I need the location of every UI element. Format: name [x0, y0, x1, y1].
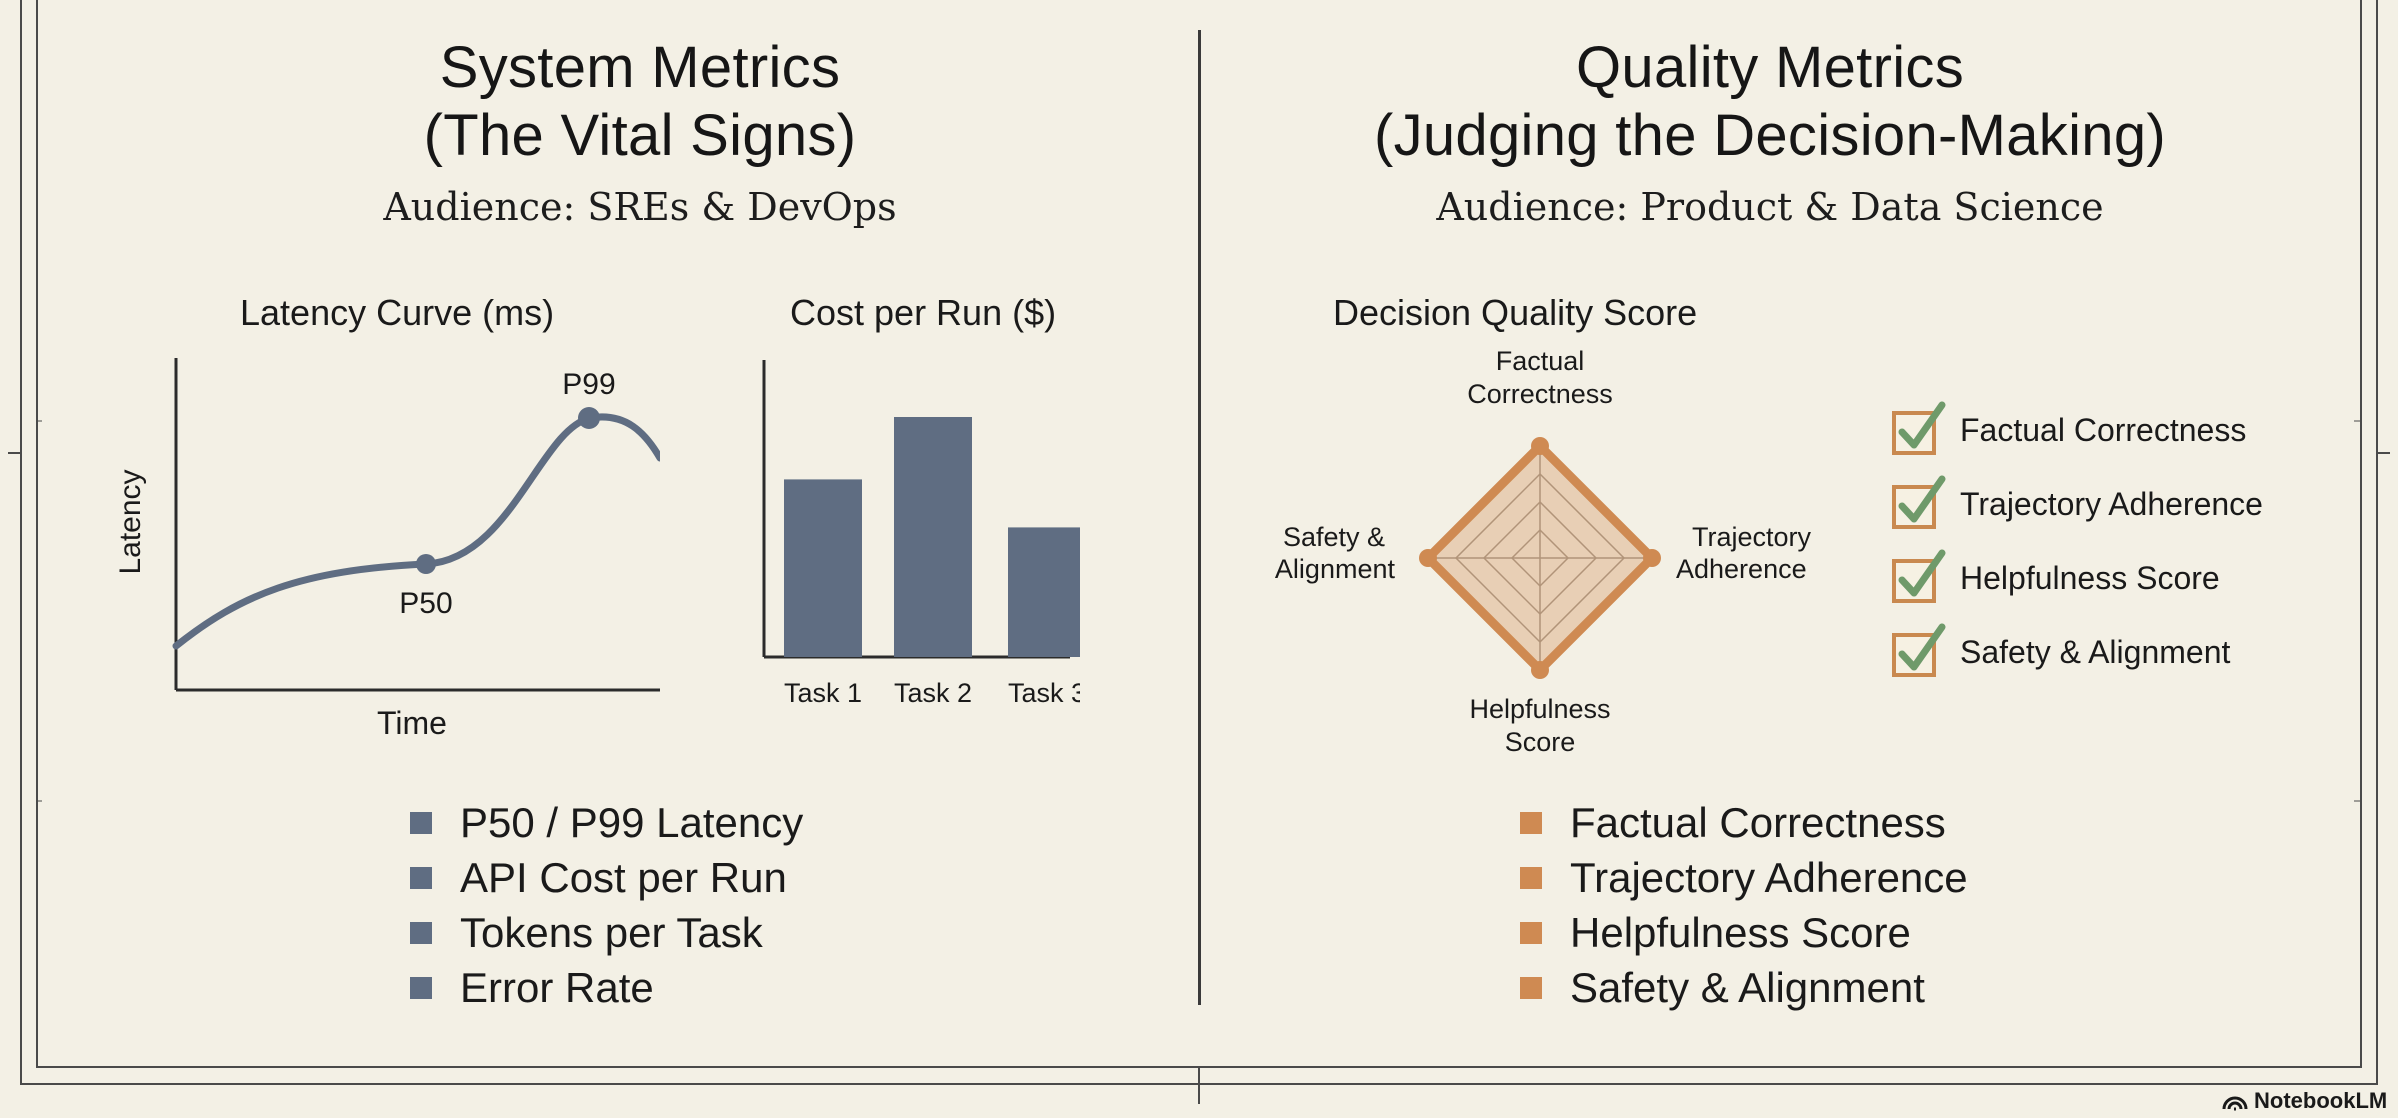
radar-score-point — [1419, 549, 1437, 567]
radar-score-polygon — [1423, 441, 1657, 675]
radar-axis-label-bottom: Score — [1505, 727, 1576, 757]
cost-chart-svg: Task 1 Task 2 Task 3 — [762, 360, 1080, 708]
quality-audience: Audience: Product & Data Science — [1436, 185, 2104, 229]
radar-score-point — [1531, 661, 1549, 679]
cost-bar — [894, 417, 972, 657]
p99-point — [578, 407, 600, 429]
legend-item: Factual Correctness — [1520, 795, 1968, 850]
title-line-1: Quality Metrics — [1575, 35, 1964, 100]
radar-chart-svg: Factual Correctness Trajectory Adherence… — [1275, 346, 1812, 757]
legend-item: API Cost per Run — [410, 850, 803, 905]
legend-label: Tokens per Task — [460, 908, 763, 956]
radar-score-point — [1531, 437, 1549, 455]
legend-swatch — [1520, 866, 1542, 889]
legend-swatch — [1520, 921, 1542, 944]
legend-swatch — [410, 811, 432, 834]
panel-divider — [1198, 30, 1201, 1005]
legend-item: Helpfulness Score — [1520, 905, 1968, 960]
checklist-label: Helpfulness Score — [1960, 559, 2220, 596]
radar-chart-title: Decision Quality Score — [1333, 292, 1698, 333]
cost-chart-title: Cost per Run ($) — [790, 292, 1057, 333]
legend-item: Error Rate — [410, 960, 803, 1015]
latency-xlabel: Time — [377, 705, 447, 741]
checklist-label: Factual Correctness — [1960, 411, 2247, 448]
radar-axis-label-right: Trajectory — [1692, 522, 1812, 552]
checklist-item: Factual Correctness — [1890, 393, 2263, 467]
checklist-label: Safety & Alignment — [1960, 633, 2231, 670]
legend-label: API Cost per Run — [460, 853, 787, 901]
legend-label: P50 / P99 Latency — [460, 798, 804, 846]
p50-point — [416, 554, 436, 574]
check-icon — [1892, 401, 1946, 455]
latency-chart-title: Latency Curve (ms) — [240, 292, 555, 333]
p50-label: P50 — [399, 587, 452, 620]
latency-ylabel: Latency — [114, 469, 147, 574]
title-line-2: (Judging the Decision-Making) — [1373, 103, 2167, 168]
p99-label: P99 — [562, 368, 615, 401]
checklist-item: Helpfulness Score — [1890, 541, 2263, 615]
title-line-1: System Metrics — [439, 35, 841, 100]
check-icon — [1892, 475, 1946, 529]
radar-axis-label-top: Factual — [1496, 346, 1585, 376]
quality-checklist: Factual Correctness Trajectory Adherence… — [1890, 393, 2263, 689]
quality-metrics-title: Quality Metrics (Judging the Decision-Ma… — [1200, 34, 2340, 170]
legend-label: Trajectory Adherence — [1570, 853, 1968, 901]
checklist-label: Trajectory Adherence — [1960, 485, 2263, 522]
notebooklm-logo-icon — [2222, 1096, 2248, 1111]
legend-swatch — [410, 921, 432, 944]
cost-bar — [784, 479, 862, 657]
cost-tick-label: Task 3 — [1008, 678, 1080, 708]
quality-metrics-legend: Factual Correctness Trajectory Adherence… — [1520, 795, 1968, 1015]
latency-chart-svg: P50 P99 Latency — [114, 358, 660, 692]
system-audience: Audience: SREs & DevOps — [383, 185, 897, 229]
title-line-2: (The Vital Signs) — [423, 103, 857, 168]
legend-label: Error Rate — [460, 963, 654, 1011]
legend-label: Factual Correctness — [1570, 798, 1946, 846]
radar-axis-label-left: Alignment — [1275, 554, 1396, 584]
radar-axis-label-right: Adherence — [1676, 554, 1807, 584]
legend-label: Helpfulness Score — [1570, 908, 1911, 956]
legend-swatch — [410, 866, 432, 889]
radar-axis-label-bottom: Helpfulness — [1469, 694, 1610, 724]
radar-score-point — [1643, 549, 1661, 567]
notebooklm-label: NotebookLM — [2254, 1088, 2388, 1113]
radar-axis-label-top: Correctness — [1467, 379, 1613, 409]
system-metrics-legend: P50 / P99 Latency API Cost per Run Token… — [410, 795, 803, 1015]
system-metrics-title: System Metrics (The Vital Signs) — [40, 34, 1240, 170]
legend-item: Tokens per Task — [410, 905, 803, 960]
check-icon — [1892, 549, 1946, 603]
check-icon — [1892, 623, 1946, 677]
legend-swatch — [1520, 811, 1542, 834]
cost-bar — [1008, 527, 1080, 657]
notebooklm-badge: NotebookLM — [2222, 1088, 2387, 1114]
legend-swatch — [1520, 976, 1542, 999]
checklist-item: Trajectory Adherence — [1890, 467, 2263, 541]
radar-axis-label-left: Safety & — [1283, 522, 1385, 552]
latency-curve — [172, 413, 660, 650]
legend-label: Safety & Alignment — [1570, 963, 1925, 1011]
legend-item: Safety & Alignment — [1520, 960, 1968, 1015]
checklist-item: Safety & Alignment — [1890, 615, 2263, 689]
legend-swatch — [410, 976, 432, 999]
cost-tick-label: Task 2 — [894, 678, 972, 708]
cost-tick-label: Task 1 — [784, 678, 862, 708]
legend-item: P50 / P99 Latency — [410, 795, 803, 850]
radar-marks — [1419, 437, 1661, 679]
legend-item: Trajectory Adherence — [1520, 850, 1968, 905]
